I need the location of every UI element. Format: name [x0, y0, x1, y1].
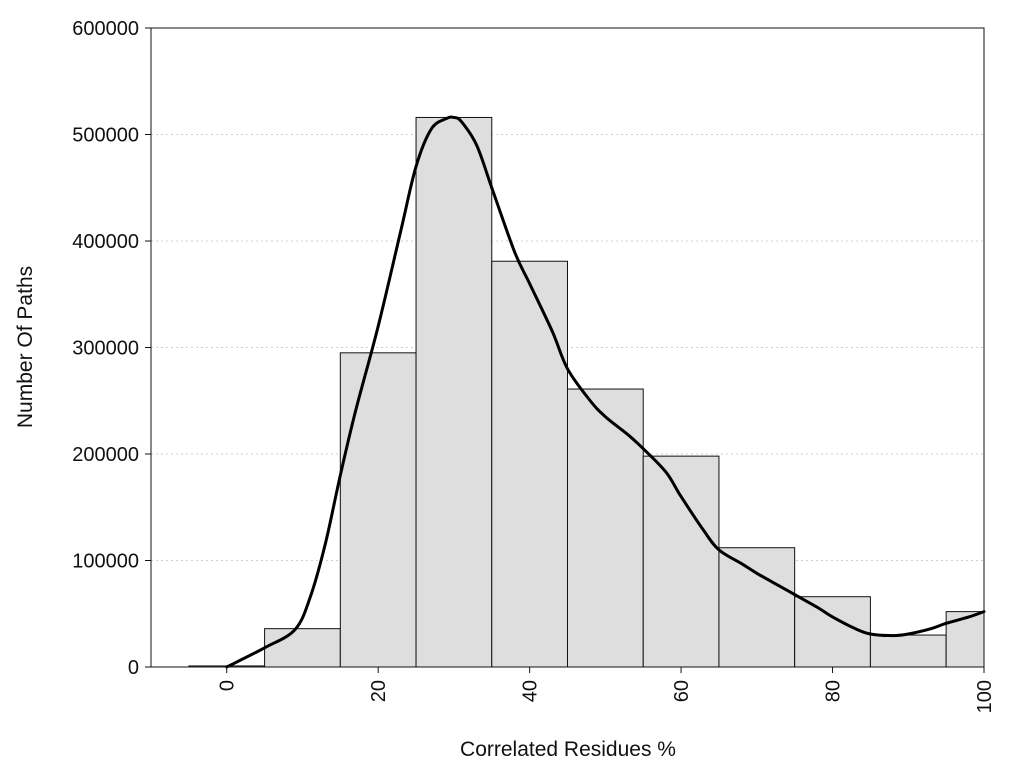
- histogram-bar: [794, 596, 871, 668]
- y-tick-label: 600000: [72, 18, 139, 40]
- y-tick-label: 200000: [72, 444, 139, 466]
- x-tick-label: 40: [520, 680, 542, 702]
- x-tick-label: 0: [217, 680, 239, 691]
- histogram-bar: [339, 352, 417, 668]
- y-axis-title: Number Of Paths: [14, 266, 37, 428]
- histogram-bar: [264, 628, 341, 668]
- x-tick-label: 20: [368, 680, 390, 702]
- x-tick-label: 100: [974, 680, 996, 713]
- x-axis-title: Correlated Residues %: [460, 738, 676, 761]
- y-tick-label: 500000: [72, 125, 139, 147]
- histogram-bar: [491, 260, 569, 668]
- y-tick-label: 300000: [72, 338, 139, 360]
- density-curve-layer: [225, 115, 986, 669]
- histogram-bar: [642, 455, 720, 668]
- histogram-bar: [718, 547, 796, 668]
- y-tick-label: 100000: [72, 551, 139, 573]
- y-tick-label: 400000: [72, 231, 139, 253]
- density-curve: [225, 115, 986, 669]
- x-axis-ticks: 0 20 40 60 80 100: [217, 667, 996, 713]
- histogram-bars: [188, 116, 985, 668]
- histogram-bar: [945, 611, 985, 668]
- y-tick-label: 0: [128, 657, 139, 679]
- histogram-bar: [567, 388, 644, 668]
- x-tick-label: 60: [671, 680, 693, 702]
- y-axis-ticks: 0 100000 200000 300000 400000 500000 600000: [72, 18, 151, 679]
- x-tick-label: 80: [823, 680, 845, 702]
- histogram-bar: [869, 634, 947, 668]
- histogram-bar: [415, 116, 493, 668]
